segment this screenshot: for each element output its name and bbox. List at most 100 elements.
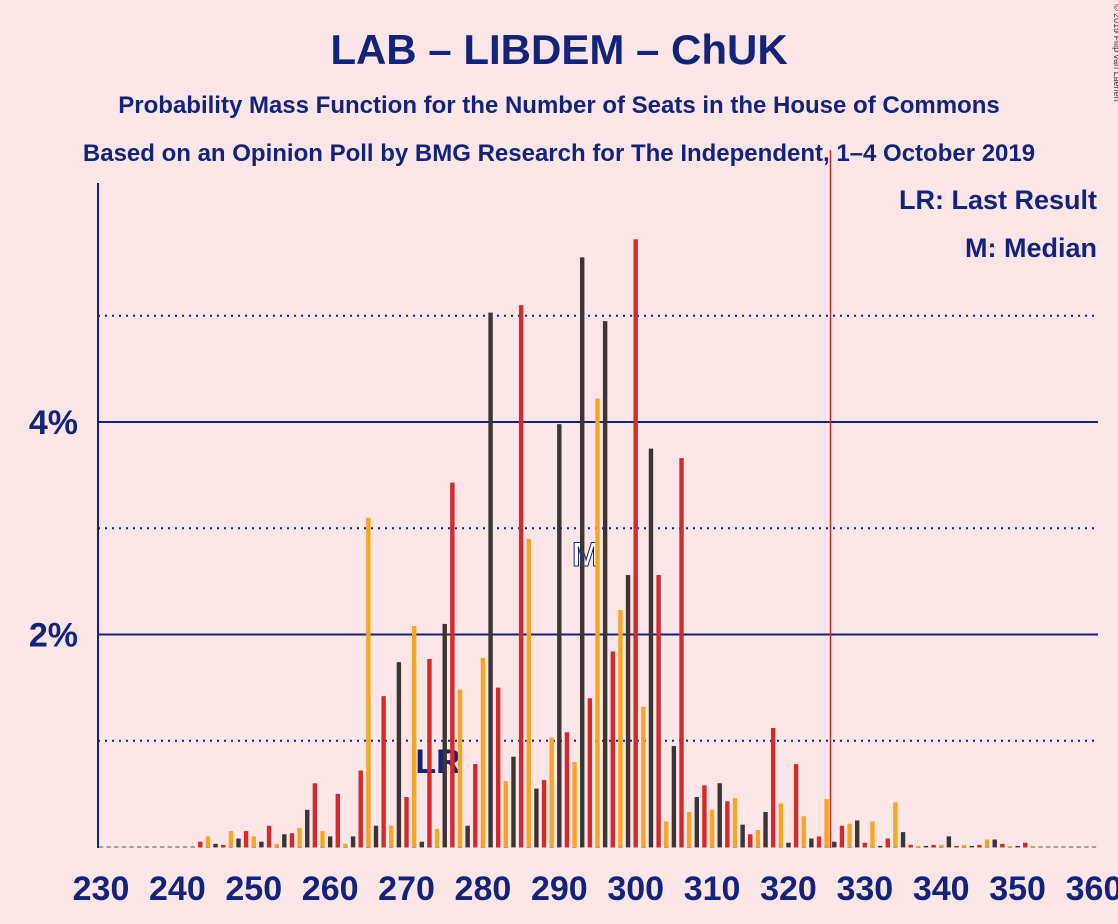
bar <box>786 842 791 847</box>
bar <box>740 824 745 847</box>
bar <box>961 844 967 847</box>
bar <box>580 257 585 847</box>
y-tick-label: 4% <box>29 404 78 442</box>
bar <box>205 836 211 847</box>
bar <box>465 825 470 847</box>
bar <box>709 809 715 847</box>
bar <box>251 836 256 847</box>
bar <box>679 458 684 847</box>
bar <box>939 844 944 847</box>
bar <box>419 841 425 847</box>
bar <box>946 836 952 847</box>
bar <box>832 841 837 847</box>
y-tick-label: 2% <box>29 617 78 655</box>
x-tick-label: 250 <box>225 870 282 908</box>
bar <box>366 517 371 847</box>
bar <box>228 831 234 847</box>
bar <box>396 662 402 847</box>
bar <box>839 825 845 847</box>
bar <box>778 803 784 847</box>
bar <box>870 821 875 847</box>
bar <box>511 756 516 847</box>
bar <box>1015 845 1020 847</box>
bar <box>427 658 432 847</box>
bar <box>572 762 577 847</box>
bar <box>526 538 531 847</box>
bar <box>243 831 249 847</box>
bar <box>518 305 524 847</box>
subtitle: Probability Mass Function for the Number… <box>118 92 999 119</box>
bar <box>434 828 440 847</box>
bar <box>488 312 493 847</box>
x-tick-label: 340 <box>913 870 970 908</box>
x-tick-label: 240 <box>149 870 206 908</box>
bar <box>389 825 394 847</box>
bar <box>686 811 692 847</box>
bar <box>641 706 646 847</box>
bar <box>450 482 455 847</box>
x-tick-label: 320 <box>760 870 817 908</box>
bar <box>755 830 761 847</box>
bar <box>1030 845 1036 847</box>
bar <box>618 610 623 847</box>
bar <box>259 841 264 847</box>
bar <box>1007 845 1013 847</box>
x-tick-label: 350 <box>989 870 1046 908</box>
bar <box>877 845 883 847</box>
bar <box>717 783 722 847</box>
bar <box>664 821 669 847</box>
bar <box>564 732 570 847</box>
bar <box>816 836 822 847</box>
bar <box>358 770 363 847</box>
bar <box>289 833 295 847</box>
bar <box>992 839 997 847</box>
bar <box>381 696 386 847</box>
x-tick-label: 270 <box>378 870 435 908</box>
bar <box>793 764 799 847</box>
x-tick-label: 300 <box>607 870 664 908</box>
bar <box>1000 843 1005 847</box>
bar <box>824 799 829 847</box>
bar <box>702 785 707 847</box>
bar <box>916 845 921 847</box>
bar <box>595 398 600 847</box>
bar <box>969 845 974 847</box>
subtitle: Based on an Opinion Poll by BMG Research… <box>83 140 1035 167</box>
bar <box>404 797 409 847</box>
bar <box>732 798 738 847</box>
bar <box>473 764 478 847</box>
bar <box>587 698 593 847</box>
bar <box>274 843 279 847</box>
bar <box>908 844 913 847</box>
x-tick-label: 280 <box>455 870 512 908</box>
bar <box>266 825 272 847</box>
bar <box>885 838 890 847</box>
bar <box>977 844 982 847</box>
bar <box>534 788 539 847</box>
bar <box>503 781 509 847</box>
bar <box>648 448 654 847</box>
x-tick-label: 260 <box>302 870 359 908</box>
bar <box>748 834 753 847</box>
bar <box>312 783 318 847</box>
bar <box>350 836 356 847</box>
bar <box>656 575 661 847</box>
bar <box>480 657 486 847</box>
bar <box>557 424 562 847</box>
bar <box>694 797 699 847</box>
bar <box>198 841 203 847</box>
bar <box>763 811 768 847</box>
bar <box>954 845 959 847</box>
bar <box>541 780 547 847</box>
bar <box>343 843 348 847</box>
bar <box>1023 842 1028 847</box>
bar <box>862 842 868 847</box>
legend-entry: LR: Last Result <box>899 185 1097 215</box>
bar <box>893 802 898 847</box>
bar <box>282 834 287 847</box>
bar <box>297 827 302 847</box>
legend-entry: M: Median <box>965 233 1097 263</box>
bar <box>931 844 936 847</box>
bar <box>923 845 929 847</box>
